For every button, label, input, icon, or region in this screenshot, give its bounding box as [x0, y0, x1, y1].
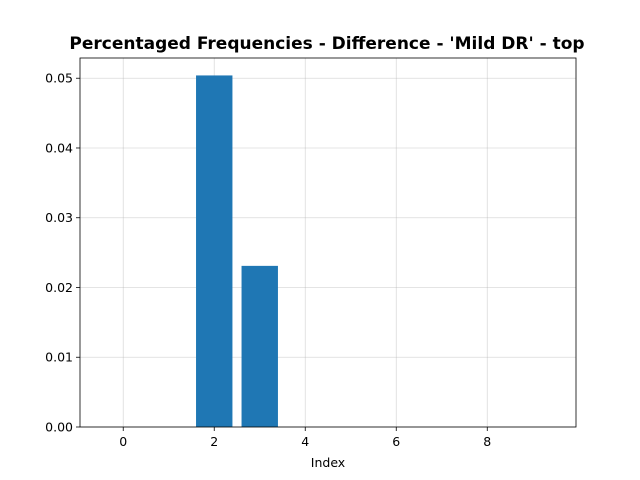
- x-tick-label: 4: [301, 434, 309, 449]
- x-axis-ticks: 0 2 4 6 8: [119, 427, 491, 449]
- x-axis-label: Index: [311, 455, 345, 470]
- y-tick-label: 0.05: [45, 71, 73, 86]
- bars: [196, 75, 278, 427]
- plot-frame: [79, 57, 577, 428]
- y-tick-label: 0.01: [45, 350, 73, 365]
- chart-title: Percentaged Frequencies - Difference - '…: [69, 34, 584, 54]
- x-tick-label: 2: [210, 434, 218, 449]
- y-tick-label: 0.00: [45, 420, 73, 435]
- x-tick-label: 6: [392, 434, 400, 449]
- y-tick-label: 0.03: [45, 210, 73, 225]
- y-tick-label: 0.02: [45, 280, 73, 295]
- x-tick-label: 8: [483, 434, 491, 449]
- y-tick-label: 0.04: [45, 140, 73, 155]
- y-axis-ticks: 0.00 0.01 0.02 0.03 0.04 0.05: [45, 71, 80, 435]
- bar: [241, 265, 278, 427]
- bar: [196, 75, 233, 427]
- x-tick-label: 0: [119, 434, 127, 449]
